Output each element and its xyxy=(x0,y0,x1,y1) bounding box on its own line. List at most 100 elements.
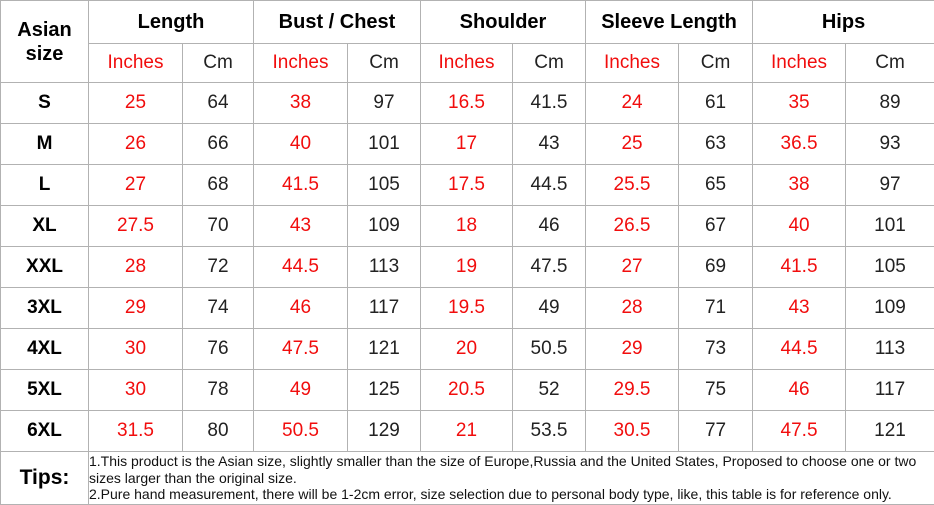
group-header-row: Asian size Length Bust / Chest Shoulder … xyxy=(1,1,934,44)
cm-value: 64 xyxy=(183,83,254,124)
inches-value: 49 xyxy=(254,370,348,411)
unit-header-inches: Inches xyxy=(254,44,348,83)
cm-value: 53.5 xyxy=(513,411,586,452)
cm-value: 125 xyxy=(348,370,421,411)
inches-value: 24 xyxy=(586,83,679,124)
cm-value: 129 xyxy=(348,411,421,452)
inches-value: 41.5 xyxy=(753,247,846,288)
inches-value: 31.5 xyxy=(89,411,183,452)
cm-value: 97 xyxy=(348,83,421,124)
cm-value: 71 xyxy=(679,288,753,329)
inches-value: 18 xyxy=(421,206,513,247)
inches-value: 27.5 xyxy=(89,206,183,247)
cm-value: 113 xyxy=(846,329,934,370)
tips-row: Tips: 1.This product is the Asian size, … xyxy=(1,452,934,505)
cm-value: 63 xyxy=(679,124,753,165)
cm-value: 61 xyxy=(679,83,753,124)
cm-value: 77 xyxy=(679,411,753,452)
cm-value: 121 xyxy=(846,411,934,452)
inches-value: 26 xyxy=(89,124,183,165)
inches-value: 17.5 xyxy=(421,165,513,206)
inches-value: 29 xyxy=(89,288,183,329)
inches-value: 25.5 xyxy=(586,165,679,206)
inches-value: 20 xyxy=(421,329,513,370)
size-label: M xyxy=(1,124,89,165)
inches-value: 38 xyxy=(753,165,846,206)
inches-value: 27 xyxy=(586,247,679,288)
inches-value: 29 xyxy=(586,329,679,370)
cm-value: 68 xyxy=(183,165,254,206)
inches-value: 21 xyxy=(421,411,513,452)
corner-header-asian-size: Asian size xyxy=(1,1,89,83)
inches-value: 46 xyxy=(254,288,348,329)
cm-value: 75 xyxy=(679,370,753,411)
inches-value: 44.5 xyxy=(254,247,348,288)
size-label: XXL xyxy=(1,247,89,288)
inches-value: 30 xyxy=(89,329,183,370)
tips-text: 1.This product is the Asian size, slight… xyxy=(89,452,934,505)
cm-value: 89 xyxy=(846,83,934,124)
inches-value: 26.5 xyxy=(586,206,679,247)
inches-value: 38 xyxy=(254,83,348,124)
size-label: 4XL xyxy=(1,329,89,370)
size-label: L xyxy=(1,165,89,206)
cm-value: 49 xyxy=(513,288,586,329)
cm-value: 47.5 xyxy=(513,247,586,288)
size-label: S xyxy=(1,83,89,124)
inches-value: 50.5 xyxy=(254,411,348,452)
unit-header-cm: Cm xyxy=(348,44,421,83)
inches-value: 47.5 xyxy=(753,411,846,452)
cm-value: 117 xyxy=(846,370,934,411)
cm-value: 73 xyxy=(679,329,753,370)
inches-value: 40 xyxy=(254,124,348,165)
cm-value: 66 xyxy=(183,124,254,165)
unit-header-inches: Inches xyxy=(586,44,679,83)
cm-value: 76 xyxy=(183,329,254,370)
inches-value: 46 xyxy=(753,370,846,411)
unit-header-cm: Cm xyxy=(679,44,753,83)
cm-value: 93 xyxy=(846,124,934,165)
inches-value: 28 xyxy=(89,247,183,288)
inches-value: 36.5 xyxy=(753,124,846,165)
cm-value: 121 xyxy=(348,329,421,370)
inches-value: 43 xyxy=(254,206,348,247)
unit-header-cm: Cm xyxy=(183,44,254,83)
cm-value: 105 xyxy=(348,165,421,206)
size-label: 6XL xyxy=(1,411,89,452)
cm-value: 97 xyxy=(846,165,934,206)
cm-value: 101 xyxy=(846,206,934,247)
cm-value: 109 xyxy=(846,288,934,329)
inches-value: 43 xyxy=(753,288,846,329)
cm-value: 44.5 xyxy=(513,165,586,206)
inches-value: 40 xyxy=(753,206,846,247)
cm-value: 109 xyxy=(348,206,421,247)
group-header-length: Length xyxy=(89,1,254,44)
cm-value: 80 xyxy=(183,411,254,452)
inches-value: 19.5 xyxy=(421,288,513,329)
cm-value: 72 xyxy=(183,247,254,288)
inches-value: 19 xyxy=(421,247,513,288)
cm-value: 46 xyxy=(513,206,586,247)
inches-value: 16.5 xyxy=(421,83,513,124)
inches-value: 41.5 xyxy=(254,165,348,206)
inches-value: 25 xyxy=(586,124,679,165)
unit-header-inches: Inches xyxy=(421,44,513,83)
cm-value: 67 xyxy=(679,206,753,247)
inches-value: 29.5 xyxy=(586,370,679,411)
cm-value: 70 xyxy=(183,206,254,247)
inches-value: 25 xyxy=(89,83,183,124)
inches-value: 30.5 xyxy=(586,411,679,452)
group-header-bust-chest: Bust / Chest xyxy=(254,1,421,44)
unit-header-cm: Cm xyxy=(513,44,586,83)
unit-header-row: Inches Cm Inches Cm Inches Cm Inches Cm … xyxy=(1,44,934,83)
inches-value: 20.5 xyxy=(421,370,513,411)
tips-label: Tips: xyxy=(1,452,89,505)
cm-value: 74 xyxy=(183,288,254,329)
